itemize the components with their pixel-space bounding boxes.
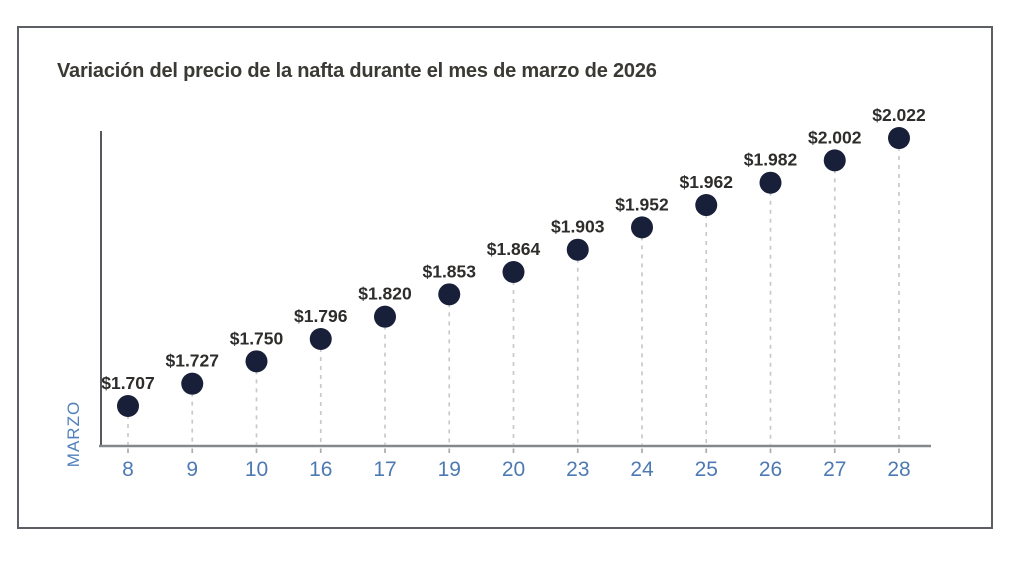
- price-dot: [566, 238, 589, 261]
- x-tick-label: 19: [438, 458, 461, 481]
- value-label: $1.903: [551, 217, 605, 237]
- value-label: $1.727: [165, 351, 219, 371]
- value-label: $1.750: [230, 328, 284, 348]
- price-dot: [823, 149, 846, 172]
- value-label: $1.707: [101, 373, 155, 393]
- price-dot: [309, 328, 332, 351]
- price-dot: [181, 372, 204, 395]
- x-tick-label: 27: [823, 458, 846, 481]
- price-dot: [245, 350, 268, 373]
- price-dot: [695, 194, 718, 217]
- x-tick-label: 23: [566, 458, 589, 481]
- x-tick-label: 28: [887, 458, 910, 481]
- x-tick-label: 9: [186, 458, 198, 481]
- price-dot: [438, 283, 461, 306]
- month-axis-label: MARZO: [64, 401, 83, 467]
- price-dot: [759, 171, 782, 194]
- x-tick-label: 16: [309, 458, 332, 481]
- value-label: $2.002: [808, 127, 862, 147]
- value-label: $1.796: [294, 306, 348, 326]
- price-dot: [888, 127, 910, 150]
- value-label: $1.864: [487, 239, 541, 259]
- x-tick-label: 10: [245, 458, 268, 481]
- x-tick-label: 8: [122, 458, 134, 481]
- value-label: $1.820: [358, 284, 412, 304]
- x-tick-label: 25: [695, 458, 718, 481]
- x-tick-label: 17: [373, 458, 396, 481]
- value-label: $1.962: [679, 172, 733, 192]
- chart-title: Variación del precio de la nafta durante…: [57, 60, 657, 82]
- value-label: $1.853: [422, 261, 476, 281]
- x-tick-label: 26: [759, 458, 782, 481]
- value-label: $1.952: [615, 194, 669, 214]
- value-label: $2.022: [872, 105, 926, 125]
- price-dot: [374, 305, 396, 328]
- x-tick-label: 20: [502, 458, 525, 481]
- price-dot: [631, 216, 653, 239]
- x-tick-label: 24: [630, 458, 654, 481]
- price-dot: [502, 261, 525, 284]
- value-label: $1.982: [744, 150, 798, 170]
- price-dot: [117, 395, 139, 417]
